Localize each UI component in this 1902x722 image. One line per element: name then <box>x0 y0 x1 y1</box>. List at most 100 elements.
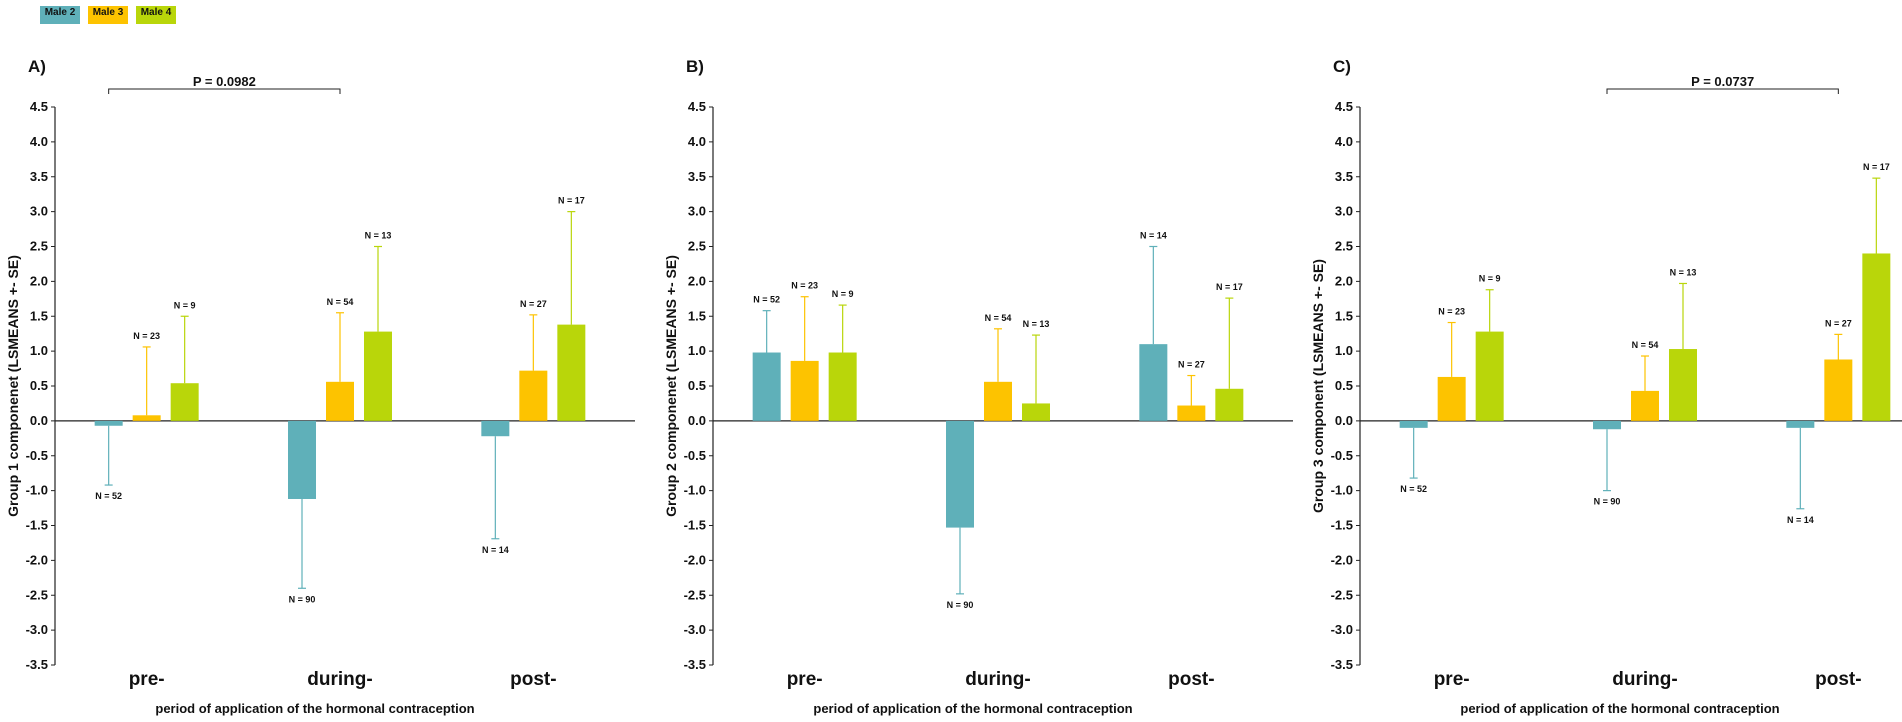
n-label: N = 17 <box>558 196 585 206</box>
y-tick-label: 3.0 <box>1335 204 1353 219</box>
bar <box>1399 420 1428 428</box>
y-tick-label: -2.5 <box>26 587 48 602</box>
panel-label: A) <box>28 57 46 76</box>
y-tick-label: 3.5 <box>688 169 706 184</box>
y-tick-label: -1.5 <box>26 518 48 533</box>
panel-label: C) <box>1333 57 1351 76</box>
y-tick-label: -2.0 <box>684 552 706 567</box>
n-label: N = 13 <box>1023 319 1050 329</box>
p-value-annotation: P = 0.0737 <box>1691 74 1754 89</box>
bar <box>326 381 354 421</box>
y-tick-label: 1.0 <box>30 343 48 358</box>
significance-bracket <box>1606 88 1839 94</box>
bar <box>132 415 161 421</box>
n-label: N = 9 <box>832 289 854 299</box>
n-label: N = 17 <box>1863 162 1890 172</box>
y-tick-label: 4.0 <box>688 134 706 149</box>
y-tick-label: 0.5 <box>30 378 48 393</box>
n-label: N = 9 <box>1479 274 1501 284</box>
legend: Male 2 Male 3 Male 4 <box>40 6 176 24</box>
y-tick-label: 3.0 <box>30 204 48 219</box>
n-label: N = 52 <box>95 491 122 501</box>
bar <box>1215 388 1244 421</box>
bar <box>1593 420 1621 430</box>
n-label: N = 23 <box>1438 307 1465 317</box>
bar <box>1437 376 1466 421</box>
n-label: N = 13 <box>365 231 392 241</box>
y-tick-label: 4.0 <box>1335 134 1353 149</box>
x-axis-label: period of application of the hormonal co… <box>813 701 1132 716</box>
x-tick-label: during- <box>965 669 1030 690</box>
x-tick-label: pre- <box>129 669 165 690</box>
n-label: N = 27 <box>1178 360 1205 370</box>
n-label: N = 27 <box>520 299 547 309</box>
bar <box>1786 420 1815 428</box>
bar <box>288 420 316 499</box>
y-axis-label: Group 1 componenet (LSMEANS +- SE) <box>5 255 21 517</box>
y-tick-label: -1.5 <box>684 518 706 533</box>
bar <box>519 370 548 421</box>
panel-label: B) <box>686 57 704 76</box>
n-label: N = 52 <box>1400 484 1427 494</box>
bar <box>1139 344 1168 421</box>
bar <box>828 352 857 421</box>
y-tick-label: -2.5 <box>1331 587 1353 602</box>
y-tick-label: 2.5 <box>30 239 48 254</box>
n-label: N = 17 <box>1216 282 1243 292</box>
x-tick-label: pre- <box>787 669 823 690</box>
n-label: N = 14 <box>482 545 509 555</box>
y-tick-label: 2.5 <box>688 239 706 254</box>
y-tick-label: 3.0 <box>688 204 706 219</box>
bar <box>170 383 199 421</box>
y-tick-label: 4.5 <box>30 99 48 114</box>
bar <box>94 420 123 426</box>
n-label: N = 52 <box>753 295 780 305</box>
y-tick-label: -0.5 <box>1331 448 1353 463</box>
x-tick-label: pre- <box>1434 669 1470 690</box>
bar <box>1631 390 1659 421</box>
bar <box>481 420 510 437</box>
n-label: N = 14 <box>1140 231 1167 241</box>
y-tick-label: -1.0 <box>26 483 48 498</box>
legend-item-male-3: Male 3 <box>88 6 128 24</box>
y-tick-label: 2.0 <box>688 273 706 288</box>
n-label: N = 27 <box>1825 318 1852 328</box>
y-tick-label: -0.5 <box>26 448 48 463</box>
n-label: N = 23 <box>791 281 818 291</box>
n-label: N = 13 <box>1670 267 1697 277</box>
n-label: N = 23 <box>133 331 160 341</box>
bar <box>790 360 819 421</box>
n-label: N = 54 <box>327 297 354 307</box>
y-tick-label: 1.0 <box>688 343 706 358</box>
n-label: N = 9 <box>174 300 196 310</box>
y-tick-label: 4.5 <box>1335 99 1353 114</box>
y-tick-label: -2.5 <box>684 587 706 602</box>
x-axis-label: period of application of the hormonal co… <box>155 701 474 716</box>
p-value-annotation: P = 0.0982 <box>193 74 256 89</box>
y-tick-label: 1.5 <box>688 308 706 323</box>
x-tick-label: during- <box>307 669 372 690</box>
y-tick-label: 2.5 <box>1335 239 1353 254</box>
x-tick-label: post- <box>1168 669 1214 690</box>
bar <box>1862 253 1891 421</box>
legend-item-male-2: Male 2 <box>40 6 80 24</box>
bar <box>1669 349 1697 421</box>
y-axis-label: Group 2 componenet (LSMEANS +- SE) <box>663 255 679 517</box>
y-tick-label: 3.5 <box>30 169 48 184</box>
y-tick-label: 2.0 <box>30 273 48 288</box>
x-tick-label: during- <box>1612 669 1677 690</box>
y-tick-label: -3.5 <box>1331 657 1353 672</box>
x-axis-label: period of application of the hormonal co… <box>1460 701 1779 716</box>
y-tick-label: 0.0 <box>1335 413 1353 428</box>
bar <box>364 331 392 421</box>
y-axis-label: Group 3 component (LSMEANS +- SE) <box>1310 259 1326 513</box>
x-tick-label: post- <box>1815 669 1861 690</box>
n-label: N = 54 <box>1632 340 1659 350</box>
y-tick-label: -1.0 <box>1331 483 1353 498</box>
y-tick-label: -1.5 <box>1331 518 1353 533</box>
y-tick-label: 1.5 <box>30 308 48 323</box>
y-tick-label: 2.0 <box>1335 273 1353 288</box>
y-tick-label: 0.0 <box>30 413 48 428</box>
y-tick-label: -1.0 <box>684 483 706 498</box>
y-tick-label: 1.0 <box>1335 343 1353 358</box>
